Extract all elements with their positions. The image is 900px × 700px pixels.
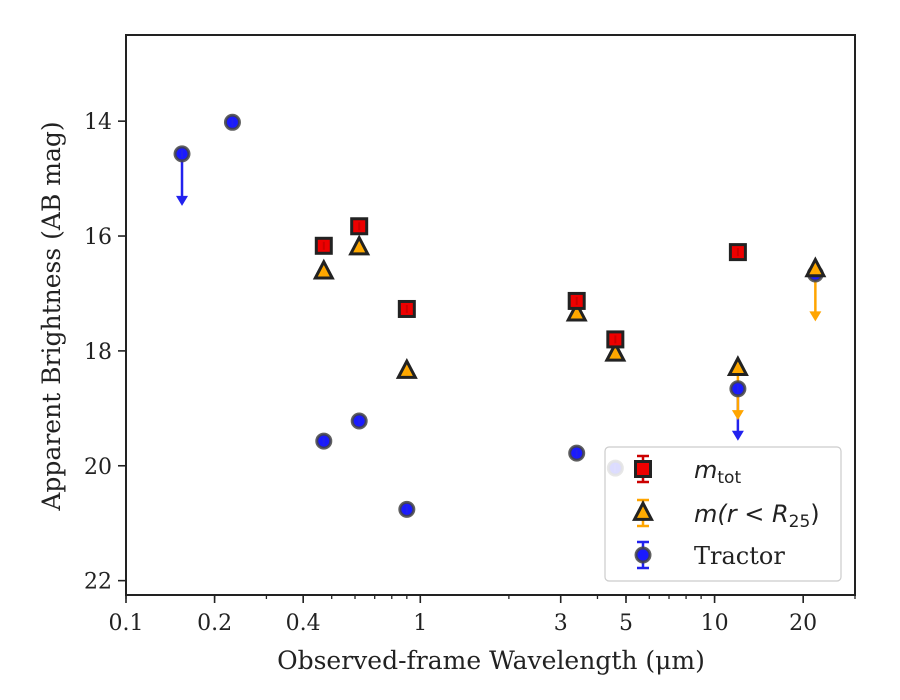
data-point [565, 300, 588, 322]
y-tick-label: 14 [84, 110, 112, 135]
legend-marker [634, 460, 652, 478]
data-point [568, 444, 586, 462]
data-point [315, 432, 333, 450]
data-point [350, 217, 369, 236]
data-point [312, 258, 335, 280]
legend-entry [634, 540, 652, 570]
y-tick-label: 22 [84, 570, 112, 595]
data-point [726, 355, 749, 377]
legend-label-mtot: mtot [694, 456, 741, 488]
x-axis-label: Observed-frame Wavelength (μm) [277, 646, 705, 675]
data-point [804, 256, 827, 278]
legend-entry [632, 498, 654, 528]
data-point [223, 113, 241, 131]
upper-limit-arrow-head [176, 195, 189, 206]
upper-limit-arrow-head [809, 311, 822, 322]
x-tick-label: 10 [701, 611, 729, 636]
legend-label-mr25: m(r < R25) [694, 500, 820, 532]
data-point [729, 380, 747, 398]
x-tick-label: 1 [413, 611, 427, 636]
legend-box [604, 446, 842, 582]
upper-limit-arrow-head [731, 430, 744, 441]
data-point [604, 340, 627, 362]
y-tick-label: 18 [84, 340, 112, 365]
data-point [606, 330, 625, 349]
data-point [314, 236, 333, 255]
legend-marker [632, 500, 654, 521]
data-point [348, 234, 371, 256]
y-tick-label: 16 [84, 225, 112, 250]
data-point [398, 500, 416, 518]
x-tick-label: 20 [789, 611, 817, 636]
y-tick-label: 20 [84, 455, 112, 480]
legend-entry [634, 454, 652, 484]
legend-label-tractor: Tractor [694, 542, 785, 570]
y-axis-label: Apparent Brightness (AB mag) [37, 121, 66, 511]
x-tick-label: 0.1 [109, 611, 144, 636]
data-point [567, 291, 586, 310]
data-point [728, 243, 747, 262]
x-tick-label: 0.4 [286, 611, 321, 636]
data-point [397, 299, 416, 318]
x-tick-label: 5 [619, 611, 633, 636]
data-point [395, 358, 418, 379]
upper-limit-arrow-head [731, 410, 744, 421]
legend-marker [634, 546, 652, 564]
x-tick-label: 0.2 [197, 611, 232, 636]
data-point [350, 412, 368, 430]
plot-frame [125, 34, 856, 596]
x-tick-label: 3 [554, 611, 568, 636]
data-point [173, 145, 191, 163]
